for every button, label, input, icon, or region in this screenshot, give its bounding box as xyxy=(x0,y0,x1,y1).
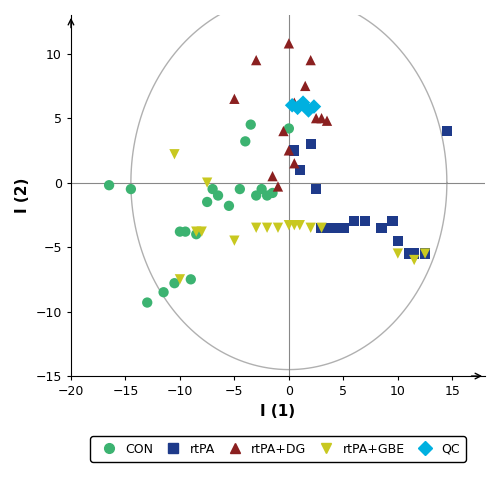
Y-axis label: I (2): I (2) xyxy=(15,178,30,213)
rtPA+DG xyxy=(306,56,314,64)
rtPA+DG xyxy=(301,82,309,90)
rtPA xyxy=(350,217,358,225)
rtPA+DG xyxy=(312,114,320,122)
CON xyxy=(252,192,260,199)
rtPA xyxy=(290,147,298,154)
rtPA+DG xyxy=(323,117,331,125)
rtPA xyxy=(361,217,369,225)
CON xyxy=(246,121,254,129)
rtPA+GBE xyxy=(318,224,326,231)
rtPA+DG xyxy=(290,160,298,167)
CON xyxy=(258,185,266,193)
rtPA+GBE xyxy=(296,221,304,229)
CON xyxy=(192,230,200,238)
rtPA+DG xyxy=(274,183,282,190)
rtPA+GBE xyxy=(176,275,184,283)
QC xyxy=(288,101,296,109)
rtPA xyxy=(421,250,429,257)
rtPA+GBE xyxy=(274,224,282,231)
rtPA xyxy=(312,185,320,193)
QC xyxy=(310,103,318,110)
rtPA xyxy=(306,140,314,148)
rtPA+GBE xyxy=(394,250,402,257)
CON xyxy=(160,288,168,296)
rtPA xyxy=(378,224,386,231)
rtPA+GBE xyxy=(410,256,418,264)
CON xyxy=(143,299,151,306)
CON xyxy=(182,228,190,236)
rtPA+DG xyxy=(252,56,260,64)
rtPA+DG xyxy=(285,147,293,154)
CON xyxy=(105,181,113,189)
rtPA xyxy=(443,127,451,135)
CON xyxy=(203,198,211,206)
rtPA+DG xyxy=(280,127,287,135)
rtPA xyxy=(404,250,412,257)
rtPA+GBE xyxy=(285,221,293,229)
X-axis label: I (1): I (1) xyxy=(260,403,296,419)
rtPA+DG xyxy=(268,173,276,180)
CON xyxy=(242,138,250,145)
rtPA+GBE xyxy=(421,250,429,257)
rtPA xyxy=(328,224,336,231)
CON xyxy=(187,275,195,283)
CON xyxy=(208,185,216,193)
rtPA xyxy=(388,217,396,225)
CON xyxy=(214,192,222,199)
CON xyxy=(176,228,184,236)
rtPA xyxy=(394,237,402,244)
rtPA xyxy=(318,224,326,231)
rtPA xyxy=(296,166,304,174)
rtPA xyxy=(410,250,418,257)
rtPA+GBE xyxy=(203,179,211,186)
rtPA+GBE xyxy=(192,228,200,236)
rtPA+GBE xyxy=(290,221,298,229)
CON xyxy=(285,125,293,132)
rtPA+GBE xyxy=(230,237,238,244)
CON xyxy=(268,189,276,197)
rtPA xyxy=(340,224,347,231)
rtPA+DG xyxy=(290,99,298,107)
QC xyxy=(294,104,302,112)
CON xyxy=(170,279,178,287)
QC xyxy=(304,107,312,114)
rtPA+GBE xyxy=(198,228,205,236)
QC xyxy=(299,99,307,107)
rtPA+GBE xyxy=(263,224,271,231)
rtPA xyxy=(323,224,331,231)
rtPA+GBE xyxy=(306,224,314,231)
rtPA+GBE xyxy=(252,224,260,231)
rtPA+DG xyxy=(318,114,326,122)
CON xyxy=(236,185,244,193)
CON xyxy=(127,185,135,193)
CON xyxy=(225,202,233,210)
rtPA+DG xyxy=(230,95,238,103)
Legend: CON, rtPA, rtPA+DG, rtPA+GBE, QC: CON, rtPA, rtPA+DG, rtPA+GBE, QC xyxy=(90,436,466,462)
rtPA+GBE xyxy=(170,151,178,158)
rtPA+DG xyxy=(285,40,293,47)
CON xyxy=(263,192,271,199)
